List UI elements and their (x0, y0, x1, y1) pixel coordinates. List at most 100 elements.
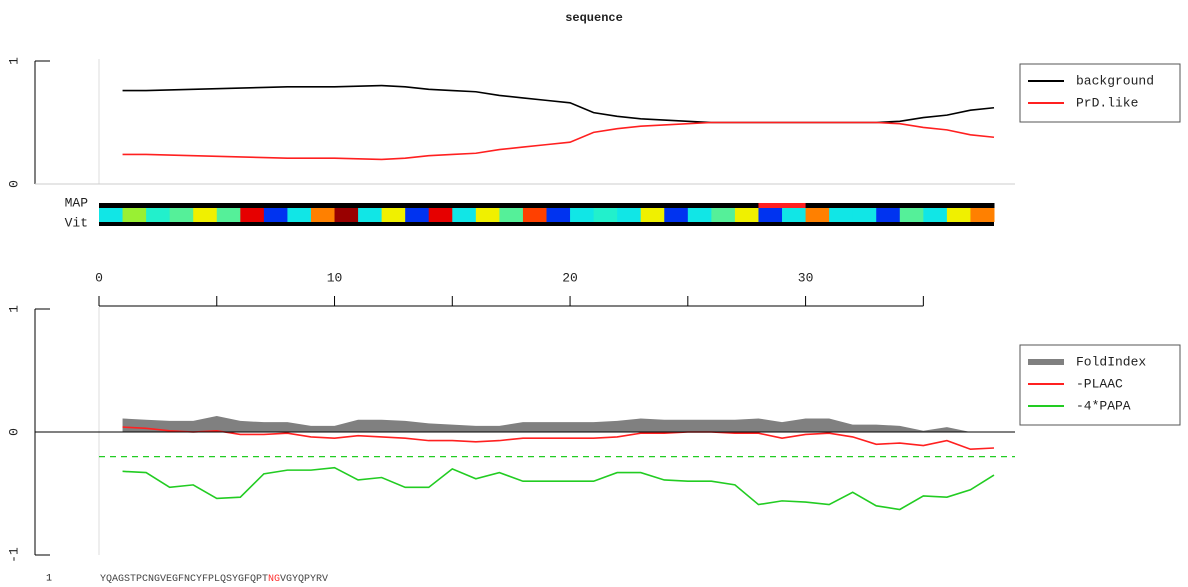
strip-cell (146, 203, 171, 208)
strip-cell (358, 208, 383, 222)
strip-cell (405, 203, 430, 208)
x-tick-label: 20 (562, 270, 578, 285)
strip-cell (522, 203, 547, 208)
strip-cell (310, 203, 336, 208)
strip-cell (876, 203, 901, 208)
strip-cell (99, 203, 124, 208)
strip-cell (381, 203, 406, 208)
strip-cell (617, 208, 642, 222)
strip-cell (734, 208, 759, 222)
strip-cell (664, 208, 689, 222)
strip-cell (99, 208, 124, 222)
strip-cell (310, 208, 336, 222)
strip-cell (216, 208, 241, 222)
strip-cell (923, 203, 948, 208)
row-label: MAP (65, 195, 89, 210)
strip-cell (758, 208, 783, 222)
strip-cell (122, 208, 147, 222)
strip-cell (193, 203, 218, 208)
legend-label: -4*PAPA (1076, 398, 1131, 413)
strip-cell (240, 203, 265, 208)
legend-label: -PLAAC (1076, 376, 1123, 391)
sequence-part: YQAGSTPCNGVEGFNCYFPLQSYGFQPT (100, 574, 268, 585)
strip-cell (946, 208, 971, 222)
strip-cell (287, 208, 312, 222)
strip-cell (570, 203, 595, 208)
strip-cell (734, 203, 759, 208)
line (122, 426, 995, 451)
strip-cell (334, 203, 359, 208)
strip-bottom (99, 222, 994, 226)
legend-box (1019, 63, 1181, 123)
row-label: Vit (65, 215, 88, 230)
x-tick-label: 0 (95, 270, 103, 285)
line (122, 121, 995, 161)
strip-cell (829, 203, 854, 208)
strip-cell (758, 203, 783, 208)
strip-cell (452, 203, 477, 208)
strip-cell (169, 208, 194, 222)
legend-label: FoldIndex (1076, 354, 1146, 369)
strip-cell (452, 208, 477, 222)
strip-cell (593, 203, 618, 208)
strip-cell (852, 203, 877, 208)
y-tick-label: 0 (6, 180, 21, 188)
strip-cell (899, 208, 924, 222)
strip-cell (946, 203, 971, 208)
strip-cell (805, 208, 830, 222)
strip-cell (122, 203, 147, 208)
area (122, 416, 995, 432)
strip-cell (499, 208, 524, 222)
y-tick-label: 0 (6, 428, 21, 436)
sequence-number: 1 (46, 574, 52, 585)
strip-cell (899, 203, 924, 208)
strip-cell (546, 203, 571, 208)
strip-cell (334, 208, 359, 222)
strip-cell (829, 208, 854, 222)
strip-cell (405, 208, 430, 222)
y-tick-label: -1 (6, 547, 21, 563)
sequence-part: NG (268, 574, 280, 585)
strip-cell (358, 203, 383, 208)
strip-cell (923, 208, 948, 222)
strip-cell (546, 208, 571, 222)
strip-cell (687, 208, 712, 222)
strip-cell (475, 203, 500, 208)
strip-cell (664, 203, 689, 208)
strip-cell (711, 208, 736, 222)
strip-cell (216, 203, 241, 208)
strip-cell (805, 203, 830, 208)
x-tick-label: 30 (798, 270, 814, 285)
strip-cell (263, 203, 288, 208)
y-tick-label: 1 (6, 305, 21, 313)
strip-cell (570, 208, 595, 222)
sequence-part: VGYQPYRV (280, 574, 328, 585)
sequence: YQAGSTPCNGVEGFNCYFPLQSYGFQPTNGVGYQPYRV (100, 574, 328, 585)
strip-cell (428, 208, 453, 222)
strip-cell (146, 208, 171, 222)
y-tick-label: 1 (6, 57, 21, 65)
legend-label: background (1076, 73, 1154, 88)
strip-cell (640, 208, 665, 222)
strip-cell (876, 208, 901, 222)
x-tick-label: 10 (327, 270, 343, 285)
strip-cell (593, 208, 618, 222)
strip-cell (522, 208, 547, 222)
strip-cell (711, 203, 736, 208)
strip-cell (970, 203, 995, 208)
chart-title: sequence (565, 11, 623, 25)
strip-cell (852, 208, 877, 222)
strip-cell (499, 203, 524, 208)
strip-cell (240, 208, 265, 222)
strip-cell (287, 203, 312, 208)
legend-label: PrD.like (1076, 95, 1138, 110)
line (122, 84, 995, 124)
strip-cell (617, 203, 642, 208)
strip-cell (169, 203, 194, 208)
line (122, 466, 995, 511)
strip-cell (428, 203, 453, 208)
strip-cell (687, 203, 712, 208)
strip-cell (193, 208, 218, 222)
